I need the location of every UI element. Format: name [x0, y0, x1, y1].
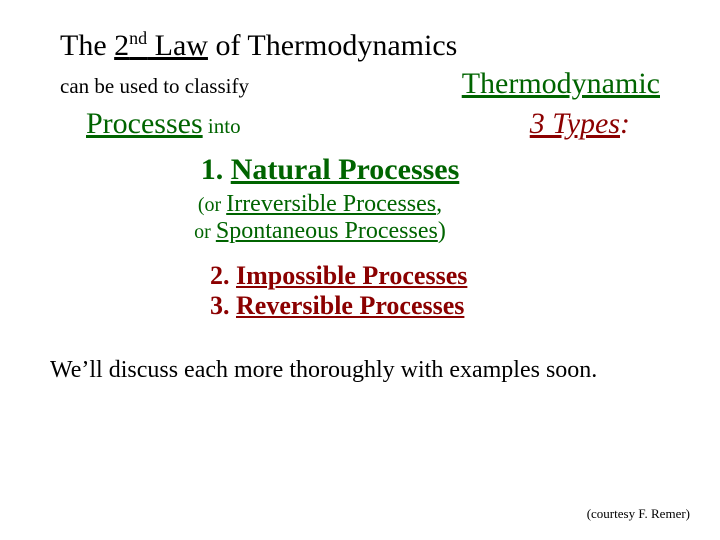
into-word: into	[203, 114, 241, 138]
impossible-text: Impossible Processes	[236, 261, 467, 290]
processes-text: Processes into	[86, 107, 241, 141]
row-classify: can be used to classify Thermodynamic	[60, 67, 660, 101]
spontaneous-line: or Spontaneous Processes)	[110, 218, 530, 245]
title-law-num: 2	[114, 29, 129, 62]
types-underlined: 3 Types	[530, 107, 620, 140]
title-prefix: The	[60, 29, 114, 62]
sub2-text: Spontaneous Processes	[216, 218, 438, 244]
title-law: 2nd Law	[114, 29, 208, 62]
sub2-close: )	[438, 218, 446, 244]
slide-body: The 2nd Law of Thermodynamics can be use…	[0, 0, 720, 384]
reversible-processes: 3. Reversible Processes	[210, 291, 660, 321]
reversible-num: 3.	[210, 291, 236, 320]
title-law-word: Law	[147, 29, 208, 62]
sub2-open: or	[194, 221, 216, 243]
impossible-num: 2.	[210, 261, 236, 290]
natural-text: Natural Processes	[231, 153, 460, 186]
impossible-processes: 2. Impossible Processes	[210, 261, 660, 291]
discuss-text: We’ll discuss each more thoroughly with …	[50, 357, 660, 384]
sub1-text: Irreversible Processes	[226, 191, 436, 217]
classify-text: can be used to classify	[60, 74, 249, 99]
natural-num: 1.	[201, 153, 231, 186]
credit-text: (courtesy F. Remer)	[587, 506, 690, 522]
title-suffix: of Thermodynamics	[208, 29, 457, 62]
row-processes: Processes into 3 Types:	[60, 107, 660, 141]
processes-word: Processes	[86, 107, 203, 140]
slide-title: The 2nd Law of Thermodynamics	[60, 28, 660, 63]
irreversible-line: (or Irreversible Processes,	[110, 191, 530, 218]
types-colon: :	[620, 107, 630, 140]
types-text: 3 Types:	[530, 107, 630, 141]
thermodynamic-text: Thermodynamic	[462, 67, 660, 101]
natural-processes: 1. Natural Processes	[130, 153, 530, 187]
reversible-text: Reversible Processes	[236, 291, 464, 320]
sub1-open: (or	[198, 194, 226, 216]
title-law-sup: nd	[129, 28, 147, 48]
sub1-close: ,	[436, 191, 442, 217]
